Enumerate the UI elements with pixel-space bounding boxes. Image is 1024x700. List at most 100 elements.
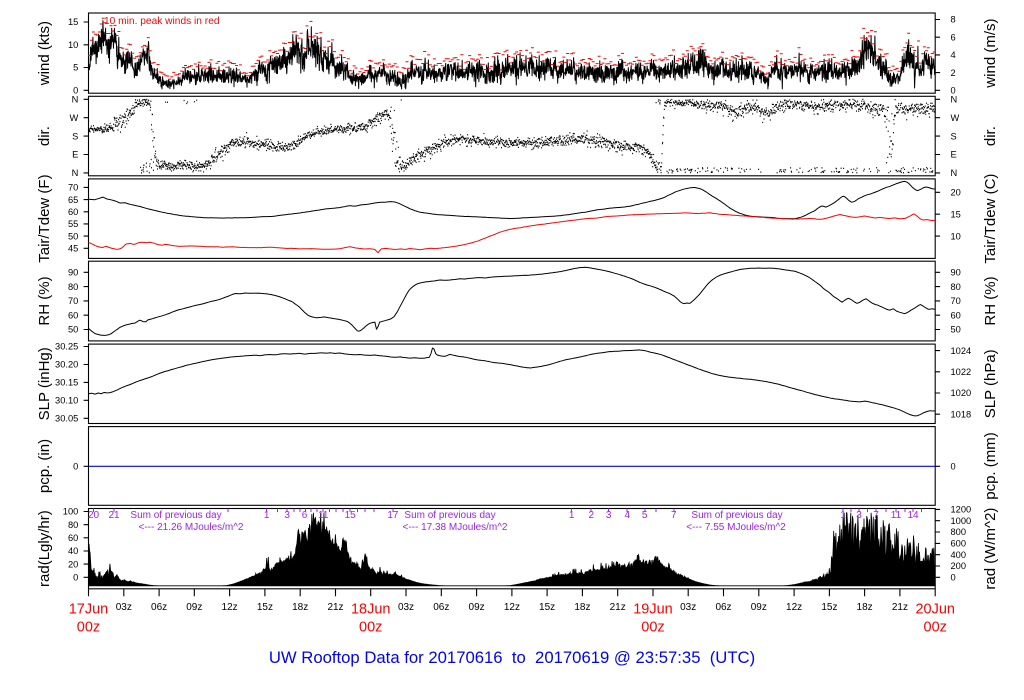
svg-text:60: 60 bbox=[68, 310, 78, 320]
svg-text:<--- 7.55 MJoules/m^2: <--- 7.55 MJoules/m^2 bbox=[686, 522, 786, 533]
svg-text:0: 0 bbox=[73, 86, 78, 96]
svg-text:30.10: 30.10 bbox=[55, 396, 78, 406]
svg-text:1: 1 bbox=[569, 510, 575, 521]
svg-text:0: 0 bbox=[951, 573, 956, 583]
svg-text:1200: 1200 bbox=[951, 505, 972, 515]
svg-text:<--- 17.38 MJoules/m^2: <--- 17.38 MJoules/m^2 bbox=[402, 522, 507, 533]
svg-text:30.20: 30.20 bbox=[55, 360, 78, 370]
svg-text:00z: 00z bbox=[359, 620, 382, 636]
svg-text:20: 20 bbox=[951, 188, 961, 198]
svg-text:00z: 00z bbox=[77, 620, 100, 636]
svg-text:5: 5 bbox=[642, 510, 648, 521]
svg-text:70: 70 bbox=[68, 183, 78, 193]
svg-text:15z: 15z bbox=[539, 602, 555, 613]
svg-text:15z: 15z bbox=[257, 602, 273, 613]
svg-text:80: 80 bbox=[68, 520, 78, 530]
svg-text:1018: 1018 bbox=[951, 409, 972, 419]
svg-text:dir.: dir. bbox=[982, 126, 999, 146]
svg-text:55: 55 bbox=[68, 219, 78, 229]
svg-text:3: 3 bbox=[856, 510, 862, 521]
svg-text:12z: 12z bbox=[222, 602, 238, 613]
svg-text:50: 50 bbox=[951, 325, 961, 335]
svg-text:09z: 09z bbox=[751, 602, 767, 613]
svg-text:Tair/Tdew (F): Tair/Tdew (F) bbox=[36, 174, 53, 262]
svg-text:60: 60 bbox=[951, 310, 961, 320]
svg-text:3: 3 bbox=[606, 510, 612, 521]
svg-text:5: 5 bbox=[73, 63, 78, 73]
svg-text:2: 2 bbox=[951, 68, 956, 78]
svg-text:18z: 18z bbox=[574, 602, 590, 613]
svg-text:wind (m/s): wind (m/s) bbox=[982, 19, 999, 89]
svg-text:21z: 21z bbox=[892, 602, 908, 613]
svg-text:30.25: 30.25 bbox=[55, 342, 78, 352]
svg-text:800: 800 bbox=[951, 527, 967, 537]
svg-text:00z: 00z bbox=[924, 620, 947, 636]
svg-text:E: E bbox=[72, 150, 78, 160]
svg-text:11: 11 bbox=[891, 510, 902, 521]
svg-text:15: 15 bbox=[68, 17, 78, 27]
svg-text:UW Rooftop Data for 20170616: UW Rooftop Data for 20170616 to 20170619… bbox=[269, 648, 755, 667]
svg-text:15: 15 bbox=[951, 209, 961, 219]
svg-text:1024: 1024 bbox=[951, 346, 972, 356]
svg-text:E: E bbox=[951, 150, 957, 160]
svg-text:W: W bbox=[70, 113, 79, 123]
svg-text:15: 15 bbox=[345, 510, 357, 521]
svg-text:80: 80 bbox=[68, 282, 78, 292]
svg-text:18Jun: 18Jun bbox=[351, 602, 391, 618]
svg-text:06z: 06z bbox=[151, 602, 167, 613]
svg-text:Sum of previous day: Sum of previous day bbox=[130, 510, 221, 521]
svg-text:20: 20 bbox=[88, 510, 100, 521]
svg-text:7: 7 bbox=[671, 510, 677, 521]
svg-text:1020: 1020 bbox=[951, 388, 972, 398]
svg-text:6: 6 bbox=[302, 510, 308, 521]
svg-text:pcp. (in): pcp. (in) bbox=[36, 439, 53, 493]
svg-text:8: 8 bbox=[951, 15, 956, 25]
svg-text:RH (%): RH (%) bbox=[982, 276, 999, 325]
svg-text:RH (%): RH (%) bbox=[36, 276, 53, 325]
svg-text:17: 17 bbox=[387, 510, 399, 521]
svg-text:12z: 12z bbox=[786, 602, 802, 613]
svg-text:60: 60 bbox=[68, 533, 78, 543]
svg-text:45: 45 bbox=[68, 244, 78, 254]
svg-text:N: N bbox=[72, 168, 79, 178]
svg-text:W: W bbox=[951, 113, 960, 123]
svg-text:Tair/Tdew (C): Tair/Tdew (C) bbox=[982, 174, 999, 264]
svg-text:20: 20 bbox=[68, 559, 78, 569]
svg-text:7: 7 bbox=[873, 510, 879, 521]
svg-text:03z: 03z bbox=[680, 602, 696, 613]
svg-text:03z: 03z bbox=[398, 602, 414, 613]
svg-text:rad(Lgly/hr): rad(Lgly/hr) bbox=[36, 510, 53, 587]
svg-text:03z: 03z bbox=[116, 602, 132, 613]
svg-text:0: 0 bbox=[73, 462, 78, 472]
svg-text:06z: 06z bbox=[715, 602, 731, 613]
svg-text:80: 80 bbox=[951, 282, 961, 292]
svg-text:dir.: dir. bbox=[36, 126, 53, 146]
svg-text:0: 0 bbox=[951, 462, 956, 472]
svg-text:rad (W/m^2): rad (W/m^2) bbox=[982, 508, 999, 590]
svg-text:pcp. (mm): pcp. (mm) bbox=[982, 432, 999, 500]
svg-text:SLP (hPa): SLP (hPa) bbox=[982, 349, 999, 418]
svg-text:19Jun: 19Jun bbox=[633, 602, 673, 618]
svg-text:4: 4 bbox=[951, 50, 956, 60]
svg-text:6: 6 bbox=[951, 32, 956, 42]
svg-text:wind (kts): wind (kts) bbox=[36, 21, 53, 86]
svg-text:<--- 21.26 MJoules/m^2: <--- 21.26 MJoules/m^2 bbox=[138, 522, 243, 533]
svg-text:06z: 06z bbox=[433, 602, 449, 613]
svg-text:10: 10 bbox=[68, 40, 78, 50]
svg-text:SLP (inHg): SLP (inHg) bbox=[36, 347, 53, 420]
svg-text:N: N bbox=[951, 168, 958, 178]
svg-text:S: S bbox=[72, 131, 78, 141]
svg-text:200: 200 bbox=[951, 561, 967, 571]
svg-text:00z: 00z bbox=[641, 620, 664, 636]
svg-text:600: 600 bbox=[951, 539, 967, 549]
svg-text:400: 400 bbox=[951, 550, 967, 560]
svg-text:4: 4 bbox=[625, 510, 631, 521]
svg-text:40: 40 bbox=[68, 546, 78, 556]
svg-text:21: 21 bbox=[108, 510, 120, 521]
svg-text:N: N bbox=[72, 95, 79, 105]
svg-text:10: 10 bbox=[951, 231, 961, 241]
svg-text:30.15: 30.15 bbox=[55, 378, 78, 388]
svg-text:18z: 18z bbox=[292, 602, 308, 613]
svg-text:90: 90 bbox=[951, 268, 961, 278]
svg-text:12z: 12z bbox=[504, 602, 520, 613]
